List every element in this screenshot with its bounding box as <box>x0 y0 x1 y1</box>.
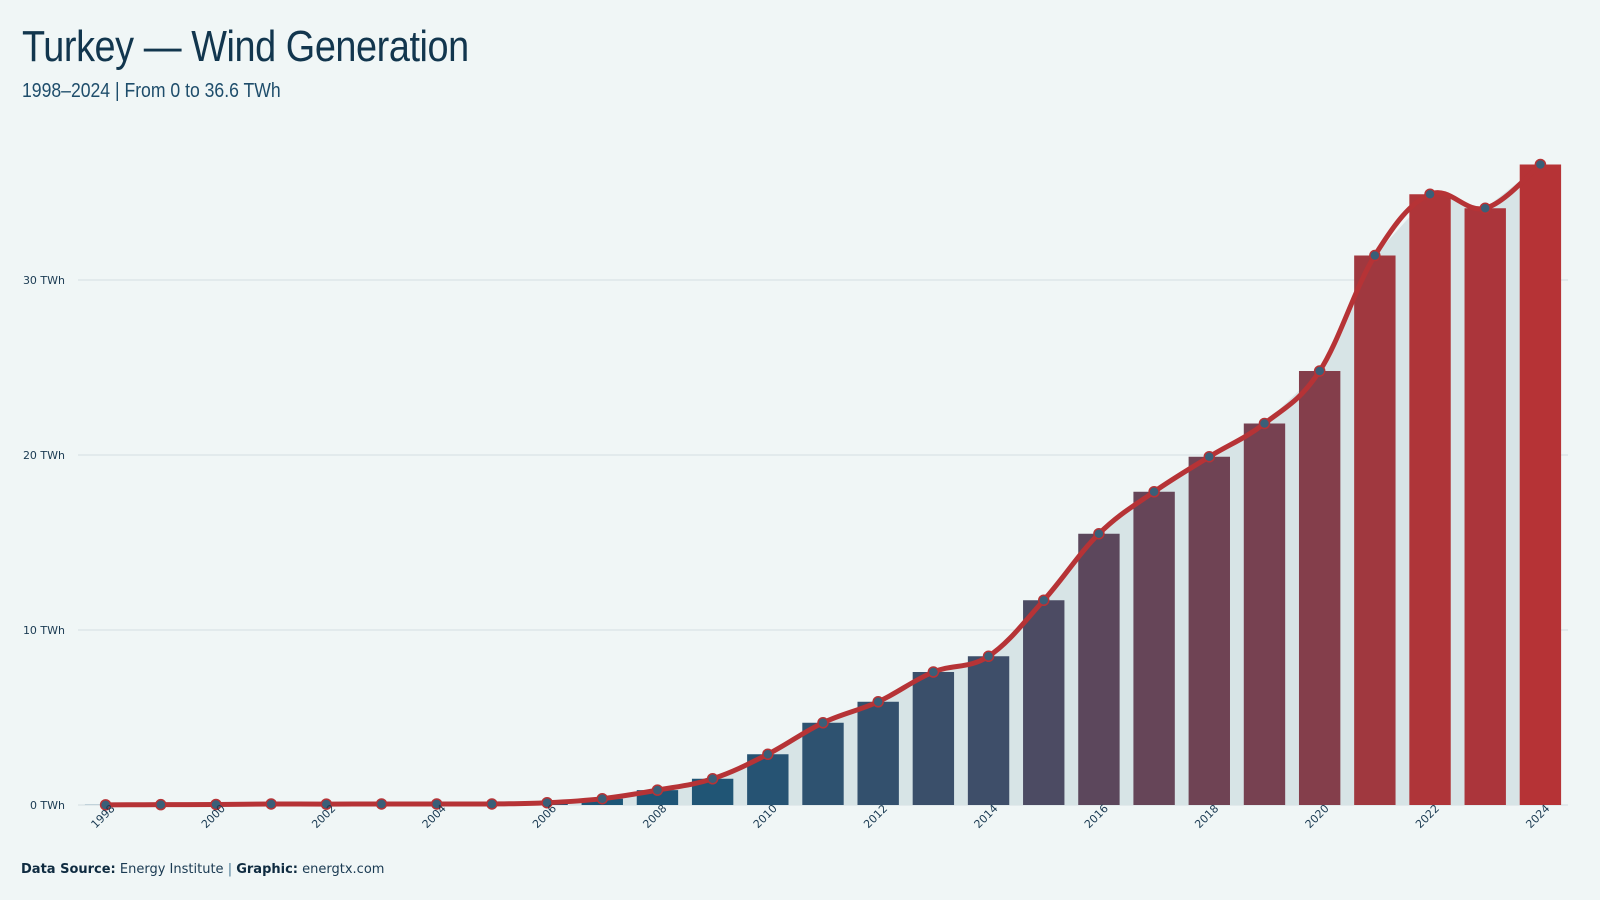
x-tick-label: 2022 <box>1413 802 1442 831</box>
data-point <box>541 796 553 809</box>
bar <box>1243 423 1286 805</box>
page-title: Turkey — Wind Generation <box>22 22 469 71</box>
data-point <box>872 696 884 708</box>
area-fill <box>105 164 1541 805</box>
bar <box>1133 491 1175 805</box>
bar <box>1409 194 1451 805</box>
data-point <box>817 717 829 729</box>
trend-line <box>103 162 1543 808</box>
data-point <box>596 792 609 805</box>
graphic-label: Graphic: <box>236 862 298 877</box>
footer-separator: | <box>227 862 233 877</box>
data-point <box>1203 451 1216 463</box>
data-point <box>762 748 774 760</box>
bar <box>1188 456 1230 805</box>
source-value: Energy Institute <box>119 862 224 877</box>
data-point <box>1369 249 1381 262</box>
y-tick-label: 10 TWh <box>23 624 65 637</box>
data-point <box>430 798 443 810</box>
data-point <box>1148 486 1160 498</box>
x-tick-label: 2006 <box>530 802 559 831</box>
x-tick-label: 2014 <box>972 802 1001 831</box>
page-subtitle: 1998–2024 | From 0 to 36.6 TWh <box>22 80 281 102</box>
bar <box>912 672 955 805</box>
bar <box>1354 255 1396 805</box>
bar <box>967 656 1010 805</box>
data-point <box>1258 417 1271 430</box>
data-point <box>1424 188 1436 200</box>
x-tick-label: 2010 <box>751 802 780 831</box>
data-point <box>320 798 333 810</box>
data-point <box>982 650 995 662</box>
data-point <box>706 773 719 785</box>
bars <box>84 164 1562 805</box>
data-point <box>265 798 277 810</box>
x-tick-label: 2008 <box>640 802 669 831</box>
bar <box>1078 533 1120 805</box>
x-tick-label: 2024 <box>1523 802 1552 831</box>
footer: Data Source: Energy Institute | Graphic:… <box>21 862 384 877</box>
y-tick-label: 0 TWh <box>30 799 65 812</box>
x-tick-label: 2012 <box>861 802 890 831</box>
data-point <box>1534 158 1547 171</box>
x-tick-label: 2016 <box>1082 802 1111 831</box>
graphic-value: energtx.com <box>302 862 385 877</box>
data-point <box>1313 365 1326 377</box>
bar <box>1519 164 1562 805</box>
y-tick-label: 30 TWh <box>23 274 65 287</box>
x-tick-label: 2020 <box>1303 802 1332 831</box>
data-point <box>155 798 167 811</box>
source-label: Data Source: <box>21 862 116 877</box>
bar <box>802 722 844 805</box>
data-point <box>927 666 940 678</box>
data-point <box>1093 528 1105 540</box>
data-point <box>1037 594 1050 606</box>
data-point <box>651 784 664 796</box>
bar <box>1464 208 1506 805</box>
x-tick-label: 2018 <box>1192 802 1221 831</box>
y-axis-ticks: 0 TWh 10 TWh 20 TWh 30 TWh <box>23 274 65 812</box>
markers <box>99 158 1547 811</box>
bar <box>1298 371 1341 805</box>
data-point <box>486 798 498 810</box>
data-point <box>375 798 388 810</box>
bar <box>1023 600 1065 805</box>
bar <box>857 701 899 805</box>
data-point <box>1479 202 1491 214</box>
data-point <box>210 798 222 811</box>
data-point <box>99 799 112 811</box>
y-tick-label: 20 TWh <box>23 449 65 462</box>
